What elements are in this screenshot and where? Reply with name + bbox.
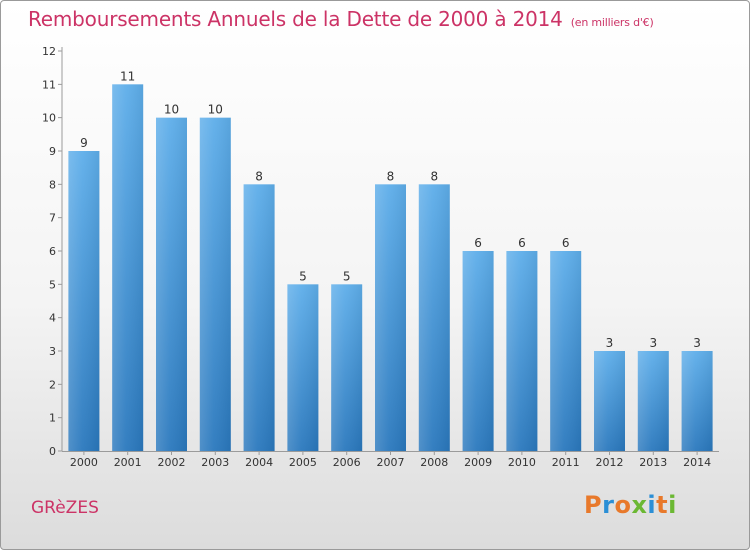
y-tick-label: 10	[42, 112, 56, 125]
proxiti-logo: Proxiti	[584, 491, 677, 519]
bar-value-label: 8	[430, 169, 438, 183]
bar-shine	[506, 251, 538, 451]
bar-value-label: 6	[518, 236, 526, 250]
chart-title: Remboursements Annuels de la Dette de 20…	[28, 7, 654, 31]
y-tick-label: 2	[49, 378, 56, 391]
bar-shine	[681, 351, 713, 451]
bar-shine	[156, 117, 187, 452]
x-tick-label: 2006	[333, 456, 361, 469]
plot-area: 0123456789101112920001120011020021020038…	[42, 45, 719, 469]
bar-value-label: 3	[606, 336, 614, 350]
y-tick-label: 6	[49, 245, 56, 258]
bar-value-label: 9	[80, 136, 88, 150]
bar-value-label: 6	[562, 236, 570, 250]
bar-shine	[112, 84, 144, 451]
x-tick-label: 2012	[596, 456, 624, 469]
bar-shine	[287, 284, 319, 451]
bar-shine	[594, 351, 625, 451]
bar-value-label: 5	[343, 269, 351, 283]
commune-name: GRèZES	[31, 498, 99, 518]
bar-value-label: 8	[387, 169, 395, 183]
logo-letter: i	[647, 491, 657, 519]
x-tick-label: 2000	[70, 456, 98, 469]
x-tick-label: 2014	[683, 456, 711, 469]
bar-shine	[462, 251, 494, 451]
x-tick-label: 2002	[158, 456, 186, 469]
y-tick-label: 5	[49, 278, 56, 291]
x-tick-label: 2013	[639, 456, 667, 469]
bar-shine	[375, 184, 406, 452]
bar-value-label: 11	[120, 69, 135, 83]
bar-shine	[550, 251, 582, 451]
bar-shine	[68, 151, 100, 451]
y-tick-label: 4	[49, 312, 56, 325]
bar-shine	[331, 284, 363, 451]
x-tick-label: 2001	[114, 456, 142, 469]
logo-letter: r	[602, 491, 615, 519]
bar-shine	[199, 117, 231, 452]
bar-shine	[243, 184, 275, 452]
y-tick-label: 11	[42, 78, 56, 91]
y-tick-label: 1	[49, 412, 56, 425]
logo-letter: x	[631, 491, 648, 519]
bar-value-label: 10	[164, 103, 179, 117]
x-tick-label: 2010	[508, 456, 536, 469]
y-tick-label: 3	[49, 345, 56, 358]
chart-subtitle: (en milliers d'€)	[570, 16, 654, 29]
bar-value-label: 6	[474, 236, 482, 250]
y-tick-label: 12	[42, 45, 56, 58]
x-tick-label: 2009	[464, 456, 492, 469]
logo-letter: i	[668, 491, 677, 519]
y-tick-label: 0	[49, 445, 56, 458]
y-tick-label: 9	[49, 145, 56, 158]
x-tick-label: 2003	[201, 456, 229, 469]
bar-value-label: 3	[693, 336, 701, 350]
bar-value-label: 5	[299, 269, 307, 283]
x-tick-label: 2007	[377, 456, 405, 469]
logo-letter: P	[584, 491, 603, 519]
bar-value-label: 8	[255, 169, 263, 183]
logo-letter: o	[614, 491, 632, 519]
logo-letter: t	[656, 491, 669, 519]
bar-shine	[418, 184, 450, 452]
y-tick-label: 7	[49, 212, 56, 225]
bar-shine	[637, 351, 669, 451]
x-tick-label: 2011	[552, 456, 580, 469]
x-tick-label: 2008	[420, 456, 448, 469]
y-tick-label: 8	[49, 178, 56, 191]
x-tick-label: 2005	[289, 456, 317, 469]
title-text: Remboursements Annuels de la Dette de 20…	[28, 7, 563, 31]
bar-value-label: 10	[208, 103, 223, 117]
x-tick-label: 2004	[245, 456, 273, 469]
bar-value-label: 3	[649, 336, 657, 350]
